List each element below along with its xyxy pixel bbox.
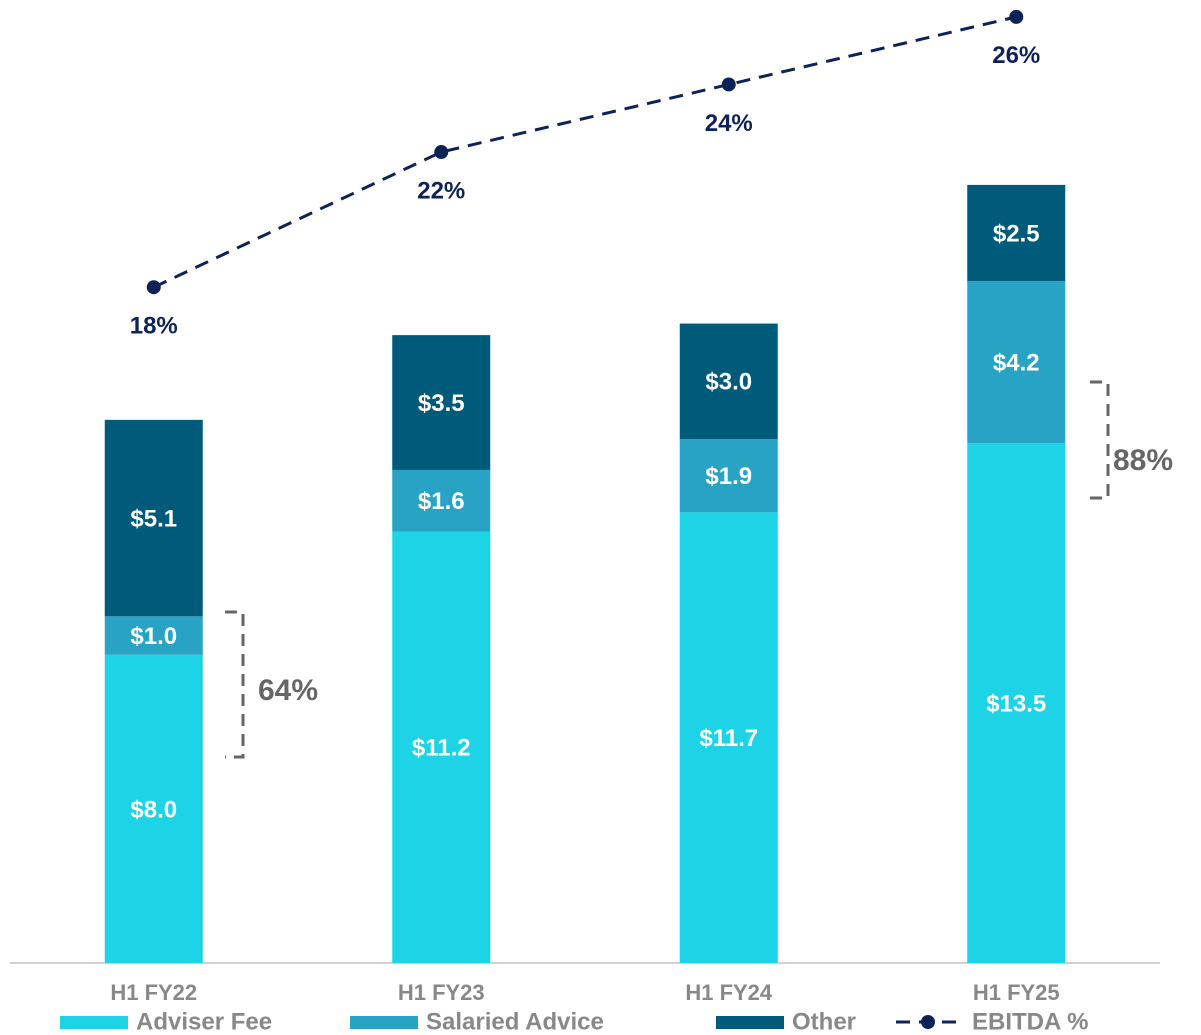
value-label: $13.5 [986,690,1046,717]
value-label: $1.6 [418,488,465,515]
value-label: $2.5 [993,220,1040,247]
legend-label: Other [792,1008,856,1035]
bar-segment [392,469,491,532]
value-label: $3.5 [418,390,465,417]
line-point [1009,9,1024,24]
bar-segment [104,654,203,963]
legend-swatch [716,1016,784,1029]
value-label: $11.2 [412,735,471,762]
value-label: $8.0 [130,796,177,823]
value-label: 18% [130,313,178,340]
legend-swatch [921,1015,935,1029]
legend-label: EBITDA % [972,1008,1088,1035]
value-label: $1.0 [130,623,177,650]
line-point [146,280,161,295]
line [153,15,1017,289]
bar-segment [967,281,1066,443]
value-label: 26% [992,42,1040,69]
bar-segment [104,419,203,617]
bar-segment [392,335,491,470]
line-point [721,77,736,92]
legend-label: Adviser Fee [136,1008,272,1035]
value-label: 24% [705,110,753,137]
bar-segment [679,439,778,513]
bar-segment [679,512,778,963]
annotation: 64% [258,674,318,707]
bracket [1090,380,1110,500]
value-label: $11.7 [699,725,758,752]
bar-segment [104,616,203,655]
legend-swatch [350,1016,418,1029]
x-tick-label: H1 FY22 [110,980,197,1005]
value-label: 22% [417,177,465,204]
value-label: $3.0 [705,369,752,396]
bar-segment [679,323,778,440]
value-label: $1.9 [705,463,752,490]
bar-segment [392,531,491,963]
bracket [225,610,245,759]
value-label: $5.1 [130,505,177,532]
bar-segment [967,442,1066,964]
value-label: $4.2 [993,349,1040,376]
x-tick-label: H1 FY24 [685,980,773,1005]
x-tick-label: H1 FY25 [973,980,1060,1005]
legend-label: Salaried Advice [426,1008,604,1035]
x-tick-label: H1 FY23 [398,980,485,1005]
line-point [434,145,449,160]
legend-swatch [60,1016,128,1029]
bar-segment [967,184,1066,282]
annotation: 88% [1113,444,1173,477]
